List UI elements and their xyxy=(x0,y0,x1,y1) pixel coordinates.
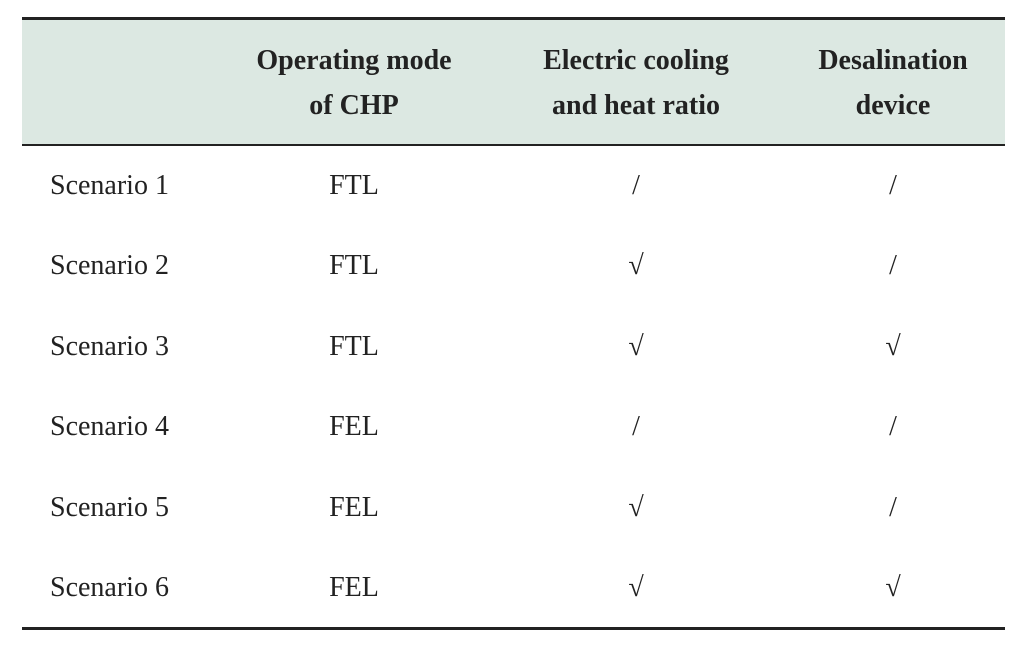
row-label: Scenario 4 xyxy=(50,411,169,443)
header-line: Operating mode xyxy=(256,45,452,76)
table-cell: √ xyxy=(885,330,901,362)
table-cell: / xyxy=(889,491,897,523)
column-header: Operating mode of CHP xyxy=(214,38,494,128)
table-cell: √ xyxy=(628,491,644,523)
top-rule xyxy=(22,17,1005,20)
table-cell: FTL xyxy=(329,170,379,201)
table-cell: / xyxy=(889,170,897,201)
header-rule xyxy=(22,144,1005,146)
header-background xyxy=(22,20,1005,145)
table-cell: √ xyxy=(885,572,901,603)
table-cell: / xyxy=(889,411,897,443)
table-cell: FEL xyxy=(329,572,379,603)
table-cell: FTL xyxy=(329,330,379,362)
table-cell: / xyxy=(632,411,640,443)
table-cell: √ xyxy=(628,572,644,603)
row-label: Scenario 3 xyxy=(50,330,169,362)
header-line: and heat ratio xyxy=(552,90,720,121)
bottom-rule xyxy=(22,627,1005,630)
row-label: Scenario 2 xyxy=(50,250,169,282)
header-line: Electric cooling xyxy=(543,45,729,76)
table-cell: FEL xyxy=(329,411,379,443)
row-label: Scenario 1 xyxy=(50,170,169,201)
table-cell: √ xyxy=(628,330,644,362)
header-line: Desalination xyxy=(818,45,968,76)
row-label: Scenario 6 xyxy=(50,572,169,603)
table-cell: / xyxy=(632,170,640,201)
header-line: of CHP xyxy=(309,90,399,121)
column-header: Desalination device xyxy=(753,38,1030,128)
table-cell: FTL xyxy=(329,250,379,282)
table-cell: / xyxy=(889,250,897,282)
table-cell: FEL xyxy=(329,491,379,523)
header-line: device xyxy=(855,90,931,121)
row-label: Scenario 5 xyxy=(50,491,169,523)
column-header: Electric cooling and heat ratio xyxy=(496,38,776,128)
table-cell: √ xyxy=(628,250,644,282)
